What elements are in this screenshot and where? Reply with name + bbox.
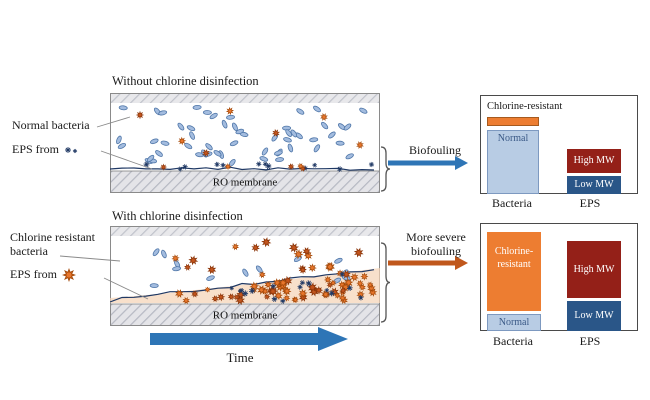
label-eps-from-bottom: EPS from: [10, 267, 78, 283]
ro-membrane-band: [111, 304, 379, 325]
bar-normal: Normal: [487, 130, 539, 194]
bar-high-mw-label: High MW: [573, 155, 615, 166]
biofouling-arrow: [388, 156, 468, 170]
panel-title-top: Without chlorine disinfection: [112, 74, 259, 88]
bacteria-scatter-bottom: [149, 237, 379, 308]
ro-membrane-band: [111, 171, 379, 192]
more-severe-label-line2: biofouling: [411, 244, 461, 258]
label-eps-from-top: EPS from: [12, 142, 82, 157]
label-chlorine-resistant-line2: bacteria: [10, 244, 48, 258]
bar-low-mw-bottom: Low MW: [567, 301, 621, 331]
bar-low-mw-bottom-label: Low MW: [574, 310, 614, 321]
eps-orange-star-icon: [60, 267, 78, 283]
label-chlorine-resistant-line1: Chlorine resistant: [10, 230, 95, 244]
bar-normal-small: Normal: [487, 314, 541, 331]
bar-normal-label: Normal: [497, 133, 529, 144]
brace-top: [380, 146, 391, 192]
xlabel-eps-top: EPS: [579, 196, 601, 210]
membrane-panel-with-chlorine: RO membrane: [110, 226, 380, 326]
ro-membrane-label-top: RO membrane: [213, 177, 278, 189]
time-arrow: [150, 327, 348, 351]
time-label: Time: [226, 350, 254, 365]
bar-high-mw: High MW: [567, 149, 621, 173]
top-spacer-band: [111, 94, 379, 103]
bacteria-scatter-top: [116, 104, 377, 175]
bar-low-mw-label: Low MW: [574, 179, 614, 190]
bar-normal-small-label: Normal: [498, 317, 530, 328]
membrane-panel-without-chlorine: RO membrane: [110, 93, 380, 193]
biofouling-label: Biofouling: [408, 143, 461, 157]
bar-resistant-small: [487, 117, 539, 126]
bar-high-mw-large-label: High MW: [573, 264, 615, 275]
panel-title-bottom: With chlorine disinfection: [112, 209, 243, 223]
top-spacer-band: [111, 227, 379, 236]
ro-membrane-label-bottom: RO membrane: [213, 310, 278, 322]
xlabel-eps-bottom: EPS: [579, 334, 601, 348]
bar-resistant-large: Chlorine- resistant: [487, 232, 541, 311]
bar-resistant-label-line1: Chlorine-: [494, 246, 534, 257]
xlabel-bacteria-top: Bacteria: [492, 196, 532, 210]
more-severe-biofouling-arrow: [388, 256, 468, 270]
bar-low-mw: Low MW: [567, 176, 621, 194]
bar-high-mw-large: High MW: [567, 241, 621, 298]
thin-biofilm-layer: [110, 166, 375, 171]
eps-blue-scribble-icon: [63, 145, 79, 156]
xlabel-bacteria-bottom: Bacteria: [493, 334, 533, 348]
more-severe-label-line1: More severe: [406, 230, 466, 244]
chart-with-chlorine: Chlorine- resistant Normal High MW Low M…: [480, 223, 638, 331]
chlorine-resistant-caption: Chlorine-resistant: [487, 101, 563, 112]
bar-resistant-label-line2: resistant: [497, 259, 531, 270]
brace-bottom: [380, 242, 391, 323]
eps-from-text-top: EPS from: [12, 142, 60, 156]
eps-from-text-bottom: EPS from: [10, 267, 58, 281]
label-normal-bacteria: Normal bacteria: [12, 118, 90, 132]
chart-without-chlorine: Chlorine-resistant Normal High MW Low MW: [480, 95, 638, 194]
